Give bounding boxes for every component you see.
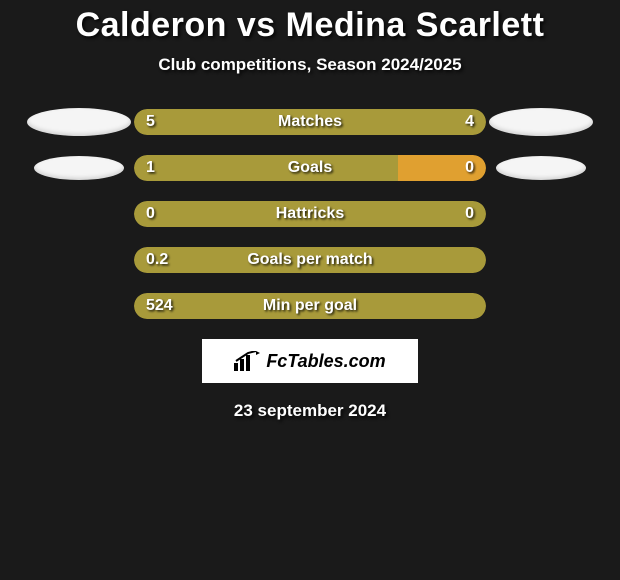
brand-badge: FcTables.com — [202, 339, 418, 383]
brand-text: FcTables.com — [266, 351, 385, 372]
brand-chart-icon — [234, 351, 260, 371]
player-photo-placeholder — [27, 108, 131, 136]
player-photo-placeholder — [496, 156, 586, 180]
comparison-infographic: Calderon vs Medina Scarlett Club competi… — [0, 0, 620, 580]
player-photo-placeholder — [34, 156, 124, 180]
stat-bar: 10Goals — [134, 155, 486, 181]
stat-row: 0.2Goals per match — [0, 247, 620, 273]
stat-bar: 524Min per goal — [134, 293, 486, 319]
bar-segment-full — [134, 247, 486, 273]
stat-value-left: 524 — [146, 293, 173, 319]
stat-bar: 00Hattricks — [134, 201, 486, 227]
bar-segment-right — [328, 109, 486, 135]
stat-value-right: 0 — [465, 201, 474, 227]
bar-segment-full — [134, 201, 486, 227]
stat-row: 54Matches — [0, 109, 620, 135]
stat-rows-container: 54Matches10Goals00Hattricks0.2Goals per … — [0, 109, 620, 319]
bar-segment-full — [134, 293, 486, 319]
subtitle: Club competitions, Season 2024/2025 — [0, 55, 620, 75]
bar-segment-left — [134, 155, 398, 181]
stat-bar: 54Matches — [134, 109, 486, 135]
stat-value-left: 5 — [146, 109, 155, 135]
page-title: Calderon vs Medina Scarlett — [0, 6, 620, 45]
player-photo-placeholder — [489, 108, 593, 136]
stat-value-left: 1 — [146, 155, 155, 181]
right-photo-slot — [486, 156, 596, 180]
left-photo-slot — [24, 108, 134, 136]
bar-segment-left — [134, 109, 328, 135]
stat-value-right: 0 — [465, 155, 474, 181]
stat-value-left: 0.2 — [146, 247, 168, 273]
stat-row: 10Goals — [0, 155, 620, 181]
right-photo-slot — [486, 108, 596, 136]
stat-value-left: 0 — [146, 201, 155, 227]
date-stamp: 23 september 2024 — [0, 401, 620, 421]
stat-value-right: 4 — [465, 109, 474, 135]
stat-row: 00Hattricks — [0, 201, 620, 227]
stat-bar: 0.2Goals per match — [134, 247, 486, 273]
stat-row: 524Min per goal — [0, 293, 620, 319]
left-photo-slot — [24, 156, 134, 180]
